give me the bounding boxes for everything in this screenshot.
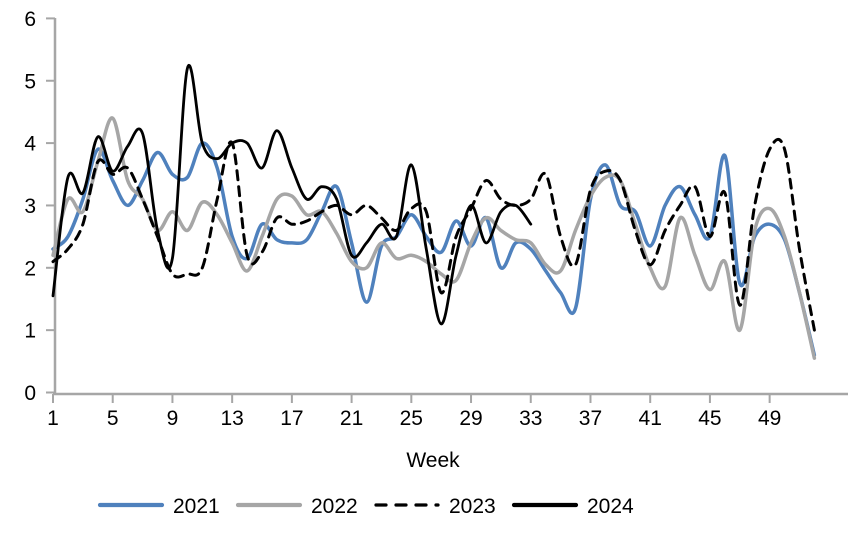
x-tick-label: 37: [579, 407, 602, 430]
series-line-2022: [51, 116, 817, 360]
y-tick-label: 6: [24, 8, 36, 31]
series-line-2024: [51, 63, 533, 326]
x-tick-label: 33: [519, 407, 542, 430]
legend-item-2022: 2022: [235, 495, 358, 518]
x-axis-title: Week: [406, 449, 460, 472]
legend-label-2021: 2021: [173, 495, 220, 518]
legend-item-2023: 2023: [374, 495, 496, 518]
y-tick-label: 2: [24, 257, 36, 280]
y-tick-label: 1: [24, 320, 36, 343]
series-line-2023: [51, 138, 816, 332]
legend-label-2023: 2023: [449, 495, 496, 518]
y-tick-label: 0: [24, 382, 36, 405]
x-tick-label: 49: [758, 407, 781, 430]
x-tick-label: 5: [107, 407, 119, 430]
legend: 2021 2022 2023 2024: [97, 495, 634, 518]
x-tick-label: 9: [167, 407, 179, 430]
y-tick-label: 3: [24, 195, 36, 218]
legend-item-2021: 2021: [97, 495, 220, 518]
x-tick-label: 41: [639, 407, 662, 430]
series-line-2021: [51, 141, 817, 357]
x-tick-label: 21: [340, 407, 363, 430]
x-tick-label: 13: [220, 407, 243, 430]
x-tick-label: 17: [280, 407, 303, 430]
y-tick-label: 5: [24, 70, 36, 93]
y-tick-label: 4: [24, 133, 36, 156]
legend-label-2022: 2022: [311, 495, 358, 518]
x-tick-label: 45: [698, 407, 721, 430]
x-tick-label: 25: [400, 407, 423, 430]
x-tick-label: 29: [459, 407, 482, 430]
legend-label-2024: 2024: [587, 495, 634, 518]
series-lines: [51, 63, 817, 360]
legend-item-2024: 2024: [511, 495, 634, 518]
x-tick-label: 1: [47, 407, 59, 430]
